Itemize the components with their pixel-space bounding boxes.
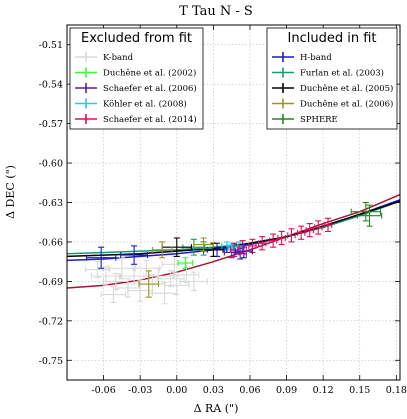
legend-label: Köhler et al. (2008): [103, 99, 187, 110]
x-tick-label: 0.06: [239, 385, 260, 396]
legend-label: Furlan et al. (2003): [300, 68, 384, 79]
y-tick-label: -0.57: [39, 119, 63, 130]
legend-marker: [272, 114, 294, 124]
x-tick-label: 0.12: [313, 385, 334, 396]
y-tick-label: -0.54: [39, 80, 63, 91]
data-point: [107, 257, 136, 280]
data-point: [323, 217, 333, 232]
legend-label: Schaefer et al. (2014): [103, 114, 197, 125]
data-point: [305, 222, 314, 238]
data-point: [173, 266, 200, 284]
legend-label: Duchêne et al. (2006): [300, 99, 393, 110]
legend-label: SPHERE: [300, 115, 338, 125]
legends: Excluded from fit K-band Duchêne et al. (2…: [69, 27, 398, 130]
orbit-curve: [67, 200, 400, 258]
y-tick-label: -0.66: [39, 237, 63, 248]
x-tick-label: 0.00: [166, 385, 187, 396]
data-point: [179, 271, 208, 292]
data-point: [177, 257, 194, 269]
data-point: [234, 244, 253, 259]
y-tick-label: -0.75: [39, 356, 63, 367]
data-point: [268, 233, 278, 248]
data-point: [138, 270, 160, 298]
y-tick-label: -0.63: [39, 198, 63, 209]
legend-label: Duchêne et al. (2005): [300, 83, 393, 94]
legend-marker: [75, 52, 97, 62]
data-point: [193, 237, 214, 252]
legend-marker: [75, 98, 97, 109]
data-point: [350, 201, 382, 222]
legend-marker: [75, 67, 97, 78]
y-tick-label: -0.60: [39, 159, 63, 170]
y-tick-label: -0.69: [39, 277, 63, 288]
x-tick-label: 0.18: [386, 385, 407, 396]
legend-marker: [272, 67, 294, 78]
data-point: [120, 245, 149, 265]
legend-marker: [272, 52, 294, 62]
data-point: [296, 225, 306, 240]
legend-title: Excluded from fit: [81, 31, 192, 46]
legend-marker: [75, 83, 97, 93]
legend-label: K-band: [103, 53, 134, 63]
data-point: [156, 270, 185, 288]
legend-label: H-band: [300, 53, 332, 63]
data-point: [314, 220, 323, 235]
y-tick-label: -0.72: [39, 316, 63, 327]
data-point: [229, 242, 239, 257]
x-tick-label: -0.03: [128, 385, 152, 396]
data-point: [257, 236, 267, 251]
legend-frame: [266, 27, 398, 130]
legend-label: Schaefer et al. (2006): [103, 83, 197, 94]
data-point: [203, 242, 224, 257]
data-point: [85, 246, 117, 269]
legend-label: Duchêne et al. (2002): [103, 68, 196, 79]
y-tick-label: -0.51: [39, 40, 63, 51]
legend-title: Included in fit: [288, 31, 377, 46]
plot-content: [67, 193, 400, 305]
data-point: [356, 204, 383, 227]
x-tick-label: 0.09: [276, 385, 297, 396]
legend-box: Excluded from fit K-band Duchêne et al. (2…: [69, 27, 204, 130]
x-tick-label: 0.15: [349, 385, 370, 396]
legend-frame: [69, 27, 204, 130]
y-axis-label: Δ DEC ("): [4, 165, 17, 219]
data-point: [277, 230, 286, 246]
x-tick-label: -0.06: [91, 385, 115, 396]
plot-area: -0.06 -0.03 0.00 0.03 0.06 0.09 0.12 0.15 0.18 -0…: [39, 24, 407, 396]
data-point: [287, 228, 296, 243]
legend-marker: [75, 114, 97, 124]
chart-title: T Tau N - S: [179, 4, 253, 19]
data-point: [100, 286, 127, 303]
legend-marker: [272, 98, 294, 109]
legend-box: Included in fit H-band Furlan et al. (2003…: [266, 27, 398, 130]
data-point: [151, 241, 173, 259]
legend-marker: [272, 83, 294, 93]
x-axis-label: Δ RA ("): [194, 402, 239, 415]
x-tick-label: 0.03: [203, 385, 224, 396]
data-point: [161, 237, 192, 257]
